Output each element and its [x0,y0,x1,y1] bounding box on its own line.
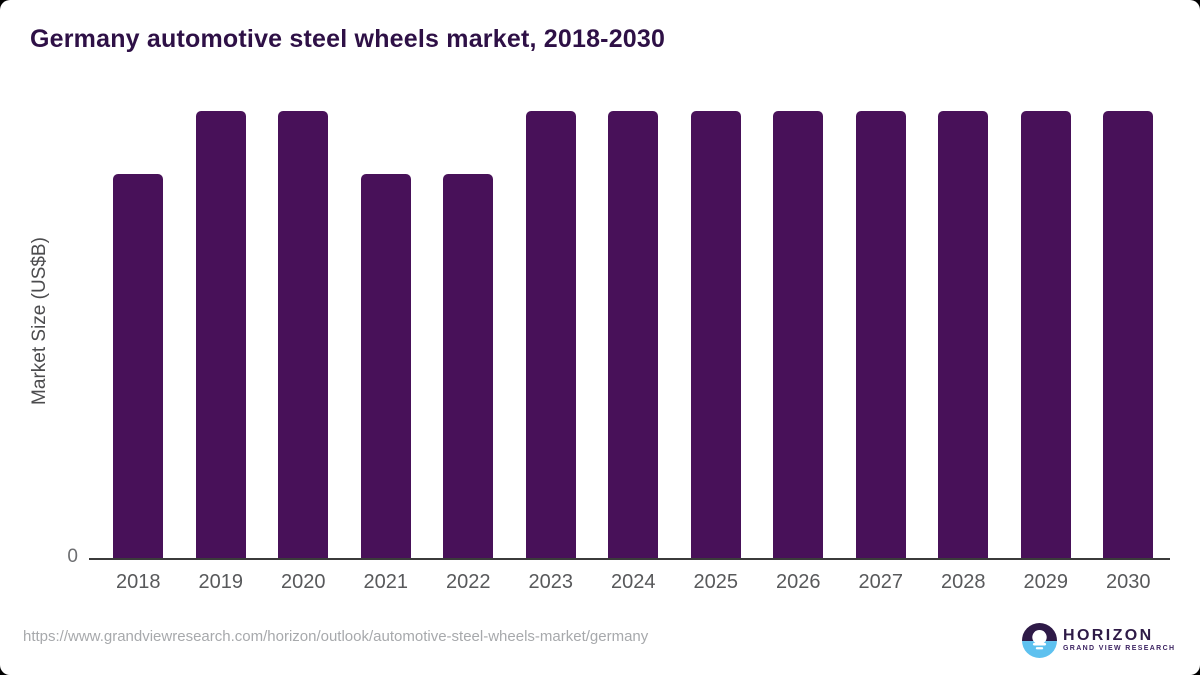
brand-tagline: GRAND VIEW RESEARCH [1063,645,1176,653]
x-tick-2021: 2021 [363,571,409,593]
x-tick-2028: 2028 [941,571,986,593]
y-axis-label: Market Size (US$B) [29,237,50,405]
x-tick-2027: 2027 [858,571,904,593]
bar-2021 [360,174,411,558]
x-tick-2018: 2018 [116,571,161,593]
x-tick-2029: 2029 [1023,571,1069,593]
brand-text: HORIZON GRAND VIEW RESEARCH [1063,627,1175,654]
bar-2022 [443,174,494,558]
bar-2019 [195,111,246,558]
plot-area [89,111,1170,560]
x-tick-2023: 2023 [528,571,574,593]
horizon-sun-logo-icon [1022,623,1057,658]
bar-2020 [278,111,329,558]
x-tick-2030: 2030 [1106,571,1151,593]
chart-title: Germany automotive steel wheels market, … [30,25,666,53]
bar-2026 [773,111,824,558]
x-tick-2024: 2024 [611,571,656,593]
brand-logo: HORIZON GRAND VIEW RESEARCH [1022,622,1175,659]
bar-2024 [608,111,659,558]
bar-2028 [938,111,989,558]
bar-2029 [1020,111,1071,558]
x-tick-2026: 2026 [776,571,821,593]
x-tick-2025: 2025 [693,571,739,593]
bar-2018 [113,174,164,558]
x-tick-2020: 2020 [281,571,326,593]
brand-name: HORIZON [1063,626,1154,644]
x-tick-2022: 2022 [446,571,491,593]
bar-2027 [855,111,906,558]
bar-2030 [1103,111,1154,558]
source-url: https://www.grandviewresearch.com/horizo… [23,628,649,645]
bar-2023 [525,111,576,558]
y-axis-tick-zero: 0 [67,546,78,567]
bar-2025 [690,111,741,558]
x-tick-2019: 2019 [198,571,244,593]
